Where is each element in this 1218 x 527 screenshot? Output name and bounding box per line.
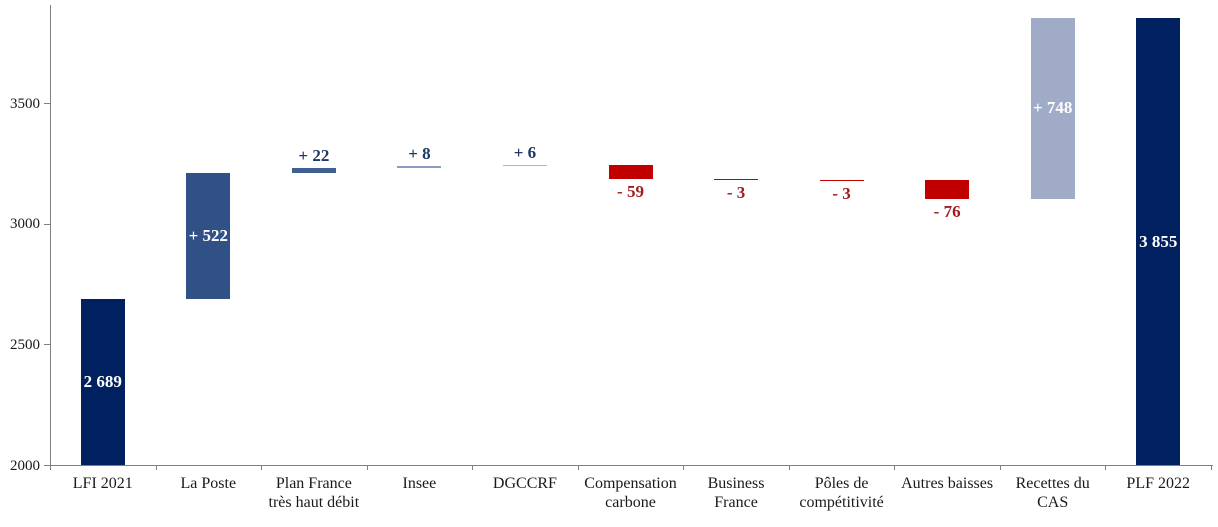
category-label: Pôles de compétitivité <box>799 475 884 511</box>
x-tick-mark <box>577 465 579 470</box>
x-tick-mark <box>788 465 790 470</box>
x-tick-mark <box>1211 465 1212 470</box>
bar-business-france <box>714 178 759 181</box>
category-label: LFI 2021 <box>72 475 133 492</box>
x-tick-mark <box>683 465 685 470</box>
x-tick-mark <box>472 465 474 470</box>
bar-value-label: - 76 <box>933 201 961 221</box>
bar-autres-baisses <box>925 180 970 199</box>
category-label: Business France <box>707 475 765 511</box>
bar-poles-de-competitivite <box>819 179 864 182</box>
x-tick-mark <box>1105 465 1107 470</box>
x-tick-mark <box>261 465 263 470</box>
bar-insee <box>397 166 442 168</box>
x-tick-mark <box>894 465 896 470</box>
bar-value-label: + 748 <box>1032 98 1073 118</box>
bar-compensation-carbone <box>608 164 653 179</box>
x-tick-mark <box>50 465 51 470</box>
y-tick-label: 3500 <box>10 95 40 112</box>
bar-value-label: - 59 <box>617 181 644 201</box>
y-tick-mark <box>44 223 50 225</box>
bar-recettes-du-cas <box>1030 18 1075 199</box>
y-tick-mark <box>44 344 50 346</box>
bar-value-label: 3 855 <box>1139 231 1178 251</box>
bar-la-poste <box>186 173 231 300</box>
bar-value-label: + 22 <box>298 145 330 165</box>
category-label: Recettes du CAS <box>1015 475 1090 511</box>
bar-value-label: - 3 <box>832 184 851 204</box>
bar-plan-france-thd <box>291 167 336 174</box>
category-label: PLF 2022 <box>1126 475 1190 492</box>
bar-value-label: - 3 <box>726 183 746 203</box>
bar-plf-2022 <box>1136 17 1181 466</box>
bar-value-label: + 8 <box>408 144 431 164</box>
bar-value-label: + 6 <box>513 142 537 162</box>
y-tick-mark <box>44 103 50 105</box>
y-tick-label: 3000 <box>10 216 40 233</box>
y-tick-label: 2500 <box>10 336 40 353</box>
category-label: Autres baisses <box>901 475 994 492</box>
bar-dgccrf <box>502 164 547 167</box>
x-tick-mark <box>999 465 1001 470</box>
category-label: La Poste <box>180 475 237 492</box>
y-axis-line <box>50 5 51 466</box>
bar-value-label: 2 689 <box>83 372 122 392</box>
y-tick-label: 2000 <box>10 457 40 474</box>
category-label: DGCCRF <box>492 475 557 492</box>
x-tick-mark <box>366 465 368 470</box>
x-axis-line <box>44 465 1213 466</box>
x-tick-mark <box>155 465 157 470</box>
category-label: Insee <box>402 475 437 492</box>
y-tick-mark <box>44 465 50 466</box>
bar-lfi-2021 <box>80 299 125 466</box>
bar-value-label: + 522 <box>188 226 229 246</box>
category-label: Compensation carbone <box>584 475 677 511</box>
category-label: Plan France très haut débit <box>268 475 360 511</box>
